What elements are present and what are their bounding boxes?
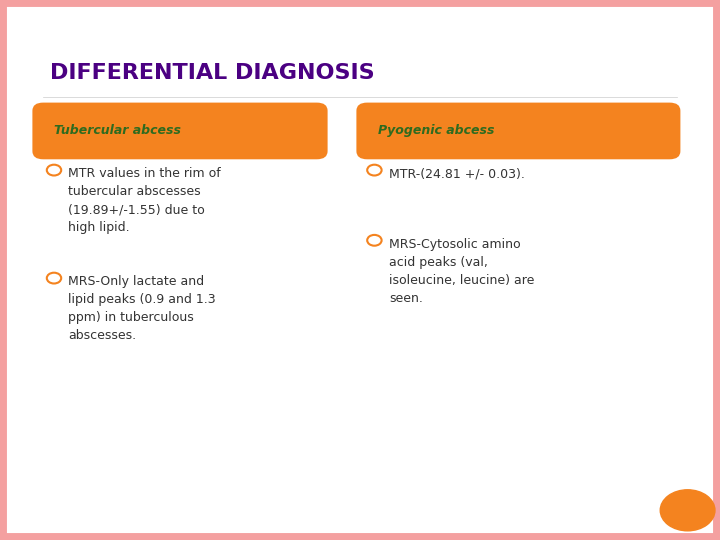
Text: MRS-Only lactate and
lipid peaks (0.9 and 1.3
ppm) in tuberculous
abscesses.: MRS-Only lactate and lipid peaks (0.9 an… xyxy=(68,275,216,342)
FancyBboxPatch shape xyxy=(356,103,680,159)
Text: Tubercular abcess: Tubercular abcess xyxy=(54,124,181,137)
Text: MRS-Cytosolic amino
acid peaks (val,
isoleucine, leucine) are
seen.: MRS-Cytosolic amino acid peaks (val, iso… xyxy=(389,238,534,305)
Text: MTR-(24.81 +/- 0.03).: MTR-(24.81 +/- 0.03). xyxy=(389,167,525,180)
Circle shape xyxy=(47,165,61,176)
Text: DIFFERENTIAL DIAGNOSIS: DIFFERENTIAL DIAGNOSIS xyxy=(50,63,375,83)
Text: Pyogenic abcess: Pyogenic abcess xyxy=(378,124,495,137)
Circle shape xyxy=(367,165,382,176)
Circle shape xyxy=(47,273,61,284)
Text: MTR values in the rim of
tubercular abscesses
(19.89+/-1.55) due to
high lipid.: MTR values in the rim of tubercular absc… xyxy=(68,167,221,234)
Circle shape xyxy=(660,490,715,531)
Circle shape xyxy=(367,235,382,246)
FancyBboxPatch shape xyxy=(0,0,720,540)
FancyBboxPatch shape xyxy=(32,103,328,159)
